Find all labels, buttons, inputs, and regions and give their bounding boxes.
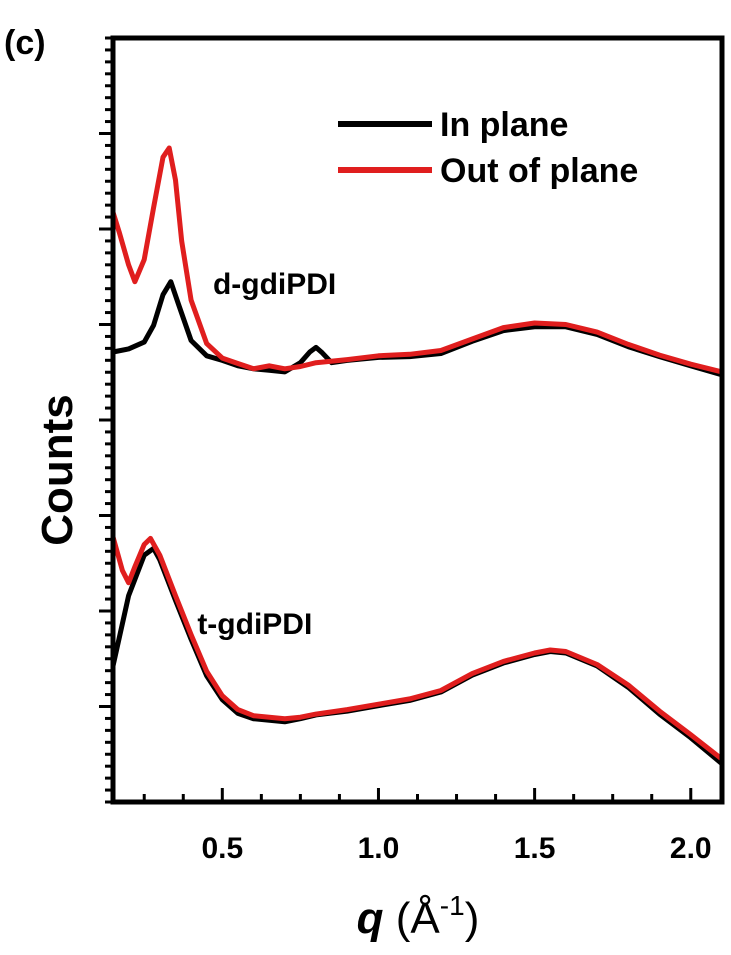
panel-label: (c) xyxy=(4,24,46,62)
x-axis-unit-exp: -1 xyxy=(440,890,465,921)
annotation-d-gdipdi: d-gdiPDI xyxy=(213,268,336,301)
y-axis-title: Counts xyxy=(33,394,82,546)
legend-label-in-plane: In plane xyxy=(440,106,568,144)
series-layer xyxy=(110,145,725,767)
annotations: d-gdiPDI t-gdiPDI xyxy=(197,268,336,641)
plot-area xyxy=(99,35,725,805)
x-axis-title: q (Å-1) xyxy=(357,890,480,943)
x-tick-label: 2.0 xyxy=(670,832,712,865)
x-axis-unit-open: (Å xyxy=(384,894,441,943)
annotation-t-gdipdi: t-gdiPDI xyxy=(197,608,312,641)
legend: In plane Out of plane xyxy=(338,106,638,190)
series-line-t-gdiPDI-out-of-plane xyxy=(110,534,725,762)
series-line-d-gdiPDI-out-of-plane xyxy=(110,145,725,375)
series-line-d-gdiPDI-in-plane xyxy=(110,279,725,378)
legend-label-out-of-plane: Out of plane xyxy=(440,152,638,190)
plot-frame xyxy=(110,35,725,805)
x-axis-unit-close: ) xyxy=(465,894,480,943)
x-axis-symbol: q xyxy=(357,894,384,943)
series-line-t-gdiPDI-in-plane xyxy=(110,545,725,767)
x-tick-label: 1.0 xyxy=(358,832,400,865)
x-tick-label: 1.5 xyxy=(514,832,556,865)
x-tick-label: 0.5 xyxy=(201,832,243,865)
x-tick-labels: 0.5 1.0 1.5 2.0 xyxy=(201,832,711,865)
